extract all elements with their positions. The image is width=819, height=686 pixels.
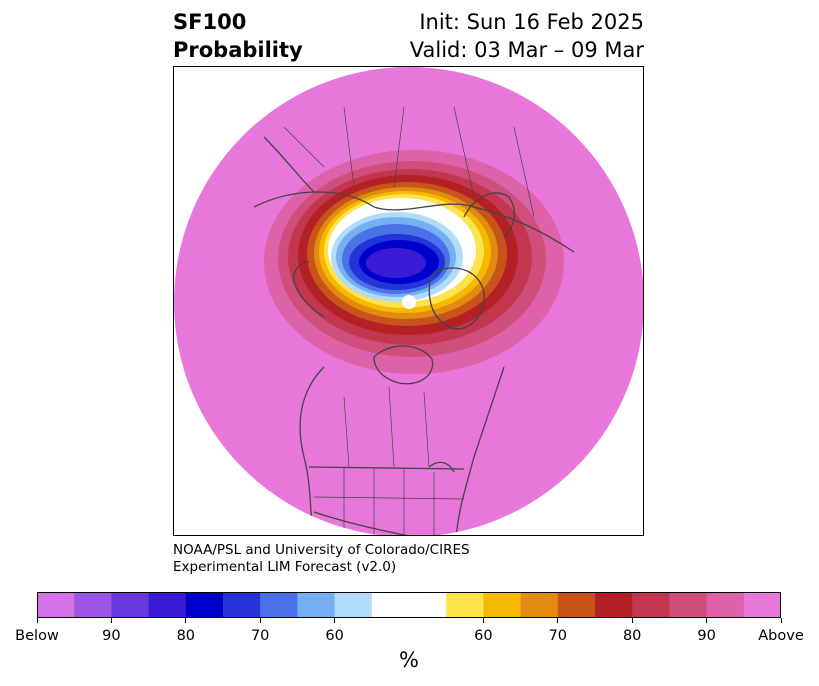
colorbar-segment — [223, 592, 261, 618]
colorbar-tickmark — [185, 618, 187, 623]
colorbar-tick-label: 60 — [474, 628, 493, 644]
tail-band-4 — [174, 459, 252, 535]
north-america-coast — [299, 366, 325, 535]
colorbar-segment — [743, 592, 781, 618]
colorbar-tickmark — [482, 618, 484, 623]
colorbar-segment — [483, 592, 522, 618]
coastlines — [253, 136, 575, 535]
pole-hole — [402, 295, 416, 309]
credit-line-1: NOAA/PSL and University of Colorado/CIRE… — [173, 542, 470, 558]
colorbar-tickmark — [36, 618, 38, 623]
title-right: Init: Sun 16 Feb 2025 Valid: 03 Mar – 09… — [410, 8, 644, 64]
greenland — [428, 267, 485, 330]
colorbar-segment — [706, 592, 745, 618]
colorbar-segment — [148, 592, 187, 618]
asia-borders — [283, 106, 535, 218]
colorbar-segment — [409, 592, 447, 618]
colorbar-segment — [260, 592, 298, 618]
colorbar-segment — [185, 592, 224, 618]
metric-label: Probability — [173, 38, 303, 62]
colorbar-segment — [111, 592, 150, 618]
title-left: SF100 Probability — [173, 8, 303, 64]
colorbar-tick-label: 70 — [548, 628, 568, 644]
hudson-bay — [373, 345, 434, 385]
colorbar-tickmark — [334, 618, 336, 623]
borders — [283, 106, 535, 535]
credit: NOAA/PSL and University of Colorado/CIRE… — [173, 542, 470, 576]
colorbar — [37, 592, 781, 618]
colorbar-tickmark — [631, 618, 633, 623]
colorbar-tick-label: 80 — [176, 628, 196, 644]
us-state-lines — [313, 467, 465, 535]
colorbar-segment — [669, 592, 708, 618]
colorbar-tick-label: 70 — [250, 628, 270, 644]
variable-label: SF100 — [173, 10, 247, 34]
credit-line-2: Experimental LIM Forecast (v2.0) — [173, 559, 397, 575]
colorbar-tick-label: 60 — [325, 628, 344, 644]
colorbar-segment — [595, 592, 633, 618]
colorbar-segment — [632, 592, 670, 618]
valid-label: Valid: 03 Mar – 09 Mar — [409, 38, 644, 62]
colorbar-segment — [74, 592, 112, 618]
colorbar-segment — [520, 592, 559, 618]
colorbar-tick-label: 90 — [697, 628, 716, 644]
us-canada-border — [308, 466, 465, 470]
colorbar-segment — [37, 592, 75, 618]
colorbar-tick-label: 80 — [622, 628, 642, 644]
colorbar-tick-label: 90 — [102, 628, 121, 644]
probability-map — [174, 67, 643, 535]
colorbar-segment — [297, 592, 336, 618]
colorbar-tick-label: Below — [15, 628, 59, 644]
band-below-85 — [366, 248, 426, 278]
canada-provinces — [343, 386, 430, 468]
colorbar-segment — [371, 592, 410, 618]
init-label: Init: Sun 16 Feb 2025 — [419, 10, 644, 34]
mexico-coast — [313, 511, 415, 535]
north-america-east — [455, 366, 505, 535]
colorbar-tickmark — [259, 618, 261, 623]
colorbar-border — [37, 592, 781, 618]
colorbar-tickmark — [110, 618, 112, 623]
great-lakes — [428, 461, 455, 473]
alaska — [293, 261, 325, 318]
colorbar-segment — [334, 592, 373, 618]
colorbar-tickmark — [706, 618, 708, 623]
asia-east-coast — [263, 136, 315, 193]
scandinavia — [463, 192, 516, 238]
eurasia-coast — [253, 191, 575, 253]
colorbar-tick-label: Above — [758, 628, 804, 644]
colorbar-tickmark — [780, 618, 782, 623]
tail-band-5 — [174, 477, 232, 535]
colorbar-tickmark — [557, 618, 559, 623]
map-frame — [173, 66, 644, 536]
colorbar-unit: % — [399, 648, 419, 672]
colorbar-segment — [557, 592, 596, 618]
colorbar-segment — [446, 592, 484, 618]
